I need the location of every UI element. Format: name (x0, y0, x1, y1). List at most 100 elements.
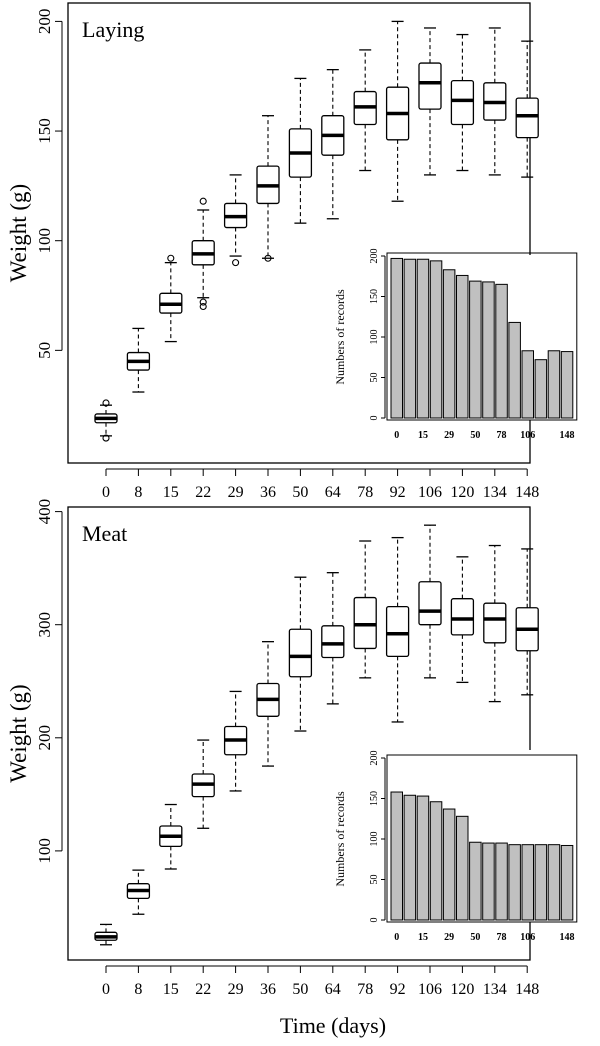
bar-92 (508, 844, 521, 921)
x-tick-label: 120 (450, 981, 474, 998)
y-tick-label: 150 (35, 118, 54, 144)
bar-92 (508, 321, 521, 419)
x-tick-label: 15 (163, 484, 179, 501)
x-tick-label: 92 (390, 484, 406, 501)
box-92 (385, 20, 410, 202)
box-64 (321, 68, 345, 220)
x-tick-label: 15 (163, 981, 179, 998)
box-120 (450, 556, 475, 684)
inset-frame (386, 252, 578, 421)
inset-x-tick-label: 50 (470, 430, 480, 441)
records-inset: 0 50 100 150 200 Numbers of records 0 15 29 50 78 1… (333, 249, 578, 441)
x-tick-label: 120 (450, 484, 474, 501)
box-148 (515, 548, 539, 696)
box-0 (94, 923, 118, 946)
inset-x-tick-label: 15 (418, 932, 428, 943)
bar-29 (442, 808, 456, 921)
bar-22 (429, 260, 443, 419)
box-body (385, 605, 410, 658)
x-tick-label: 0 (102, 981, 110, 998)
x-tick-label: 92 (390, 981, 406, 998)
inset-x-tick-label: 0 (394, 932, 399, 943)
inset-y-axis-label: Numbers of records (333, 791, 347, 887)
outlier-point (199, 302, 207, 311)
x-tick-label: 64 (325, 484, 341, 501)
box-body (450, 598, 475, 636)
box-0 (94, 399, 118, 442)
y-axis-label: Weight (g) (6, 684, 31, 782)
box-64 (321, 572, 345, 705)
x-tick-label: 78 (357, 484, 373, 501)
bar-22 (429, 801, 443, 921)
inset-y-tick-label: 100 (369, 330, 380, 345)
bar-134 (547, 350, 561, 419)
box-body (288, 628, 313, 678)
inset-y-tick-label: 200 (369, 249, 380, 264)
x-tick-label: 8 (134, 981, 142, 998)
inset-x-tick-label: 50 (470, 932, 480, 943)
x-tick-label: 64 (325, 981, 341, 998)
box-120 (450, 33, 475, 172)
y-tick-label: 100 (35, 838, 54, 864)
box-134 (483, 544, 507, 703)
inset-x-tick-label: 78 (497, 932, 507, 943)
inset-x-tick-label: 0 (394, 430, 399, 441)
box-body (483, 602, 507, 644)
bar-148 (560, 844, 574, 921)
inset-x-tick-label: 78 (497, 430, 507, 441)
outlier-point (102, 434, 110, 442)
outlier-point (199, 197, 207, 205)
y-tick-label: 50 (35, 342, 54, 359)
bar-134 (547, 844, 561, 921)
x-tick-label: 22 (195, 484, 211, 501)
x-tick-label: 36 (260, 484, 276, 501)
bar-120 (534, 359, 548, 419)
inset-x-tick-label: 106 (520, 932, 535, 943)
bar-50 (469, 841, 482, 921)
panel-title: Laying (82, 17, 144, 42)
bar-36 (456, 815, 469, 921)
inset-y-tick-label: 0 (369, 918, 380, 923)
inset-x-tick-label: 148 (560, 932, 575, 943)
inset-y-tick-label: 200 (369, 751, 380, 766)
box-15 (159, 254, 183, 343)
x-tick-label: 22 (195, 981, 211, 998)
box-22 (191, 197, 215, 311)
bar-106 (521, 350, 534, 419)
x-tick-label: 0 (102, 484, 110, 501)
x-tick-label: 8 (134, 484, 142, 501)
x-tick-label: 106 (418, 484, 442, 501)
box-8 (126, 327, 151, 393)
box-8 (126, 869, 151, 915)
bar-29 (442, 269, 456, 419)
x-tick-label: 148 (515, 981, 539, 998)
bar-106 (521, 844, 534, 921)
box-134 (483, 27, 507, 176)
x-tick-label: 148 (515, 484, 539, 501)
plot-frame (67, 2, 531, 464)
x-tick-label: 29 (228, 484, 244, 501)
x-tick-label: 134 (483, 981, 507, 998)
box-29 (223, 690, 248, 792)
y-tick-label: 100 (35, 228, 54, 254)
inset-x-tick-label: 29 (444, 932, 454, 943)
inset-y-tick-label: 100 (369, 832, 380, 847)
outlier-point (167, 254, 175, 262)
box-body (321, 625, 345, 659)
plot-frame (67, 506, 531, 961)
box-50 (288, 576, 313, 732)
inset-x-tick-label: 29 (444, 430, 454, 441)
x-tick-label: 134 (483, 484, 507, 501)
bar-78 (495, 283, 508, 419)
box-36 (256, 641, 280, 767)
x-tick-label: 36 (260, 981, 276, 998)
box-92 (385, 536, 410, 723)
outlier-point (199, 298, 207, 306)
bar-0 (390, 791, 403, 921)
meat-panel: Meat Weight (g) 100 200 300 400 0 8 15 22 29 36 50 64… (6, 499, 578, 998)
bar-8 (403, 258, 417, 419)
x-tick-label: 50 (292, 484, 308, 501)
bar-0 (390, 257, 403, 419)
panel-title: Meat (82, 521, 127, 546)
